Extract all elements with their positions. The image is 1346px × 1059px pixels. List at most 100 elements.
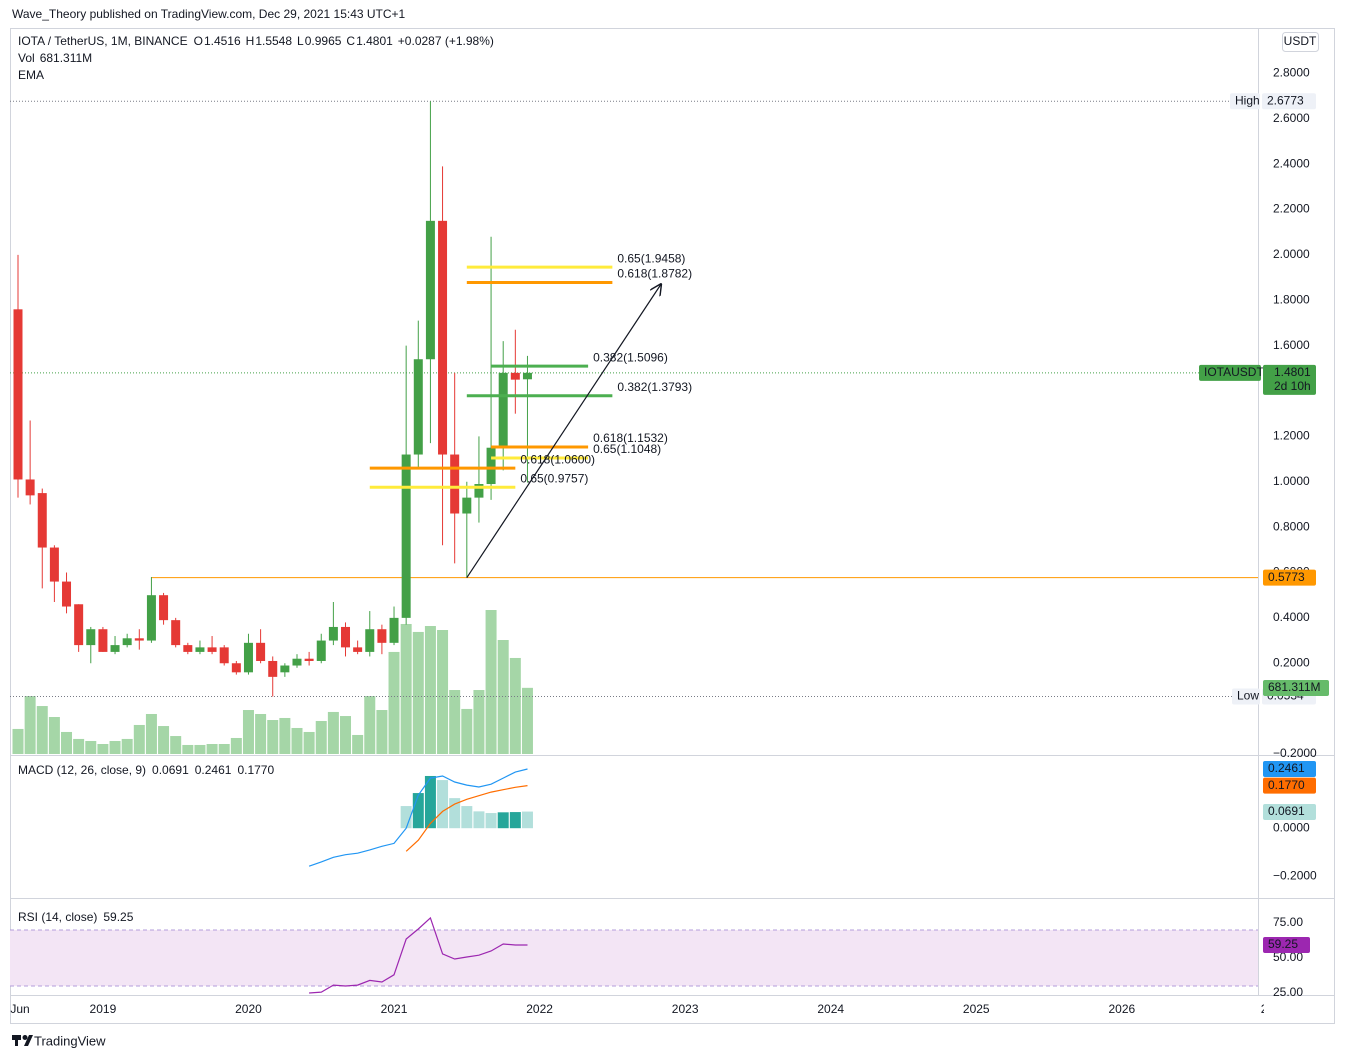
- macd-histogram-bar: [412, 793, 424, 829]
- y-tick-label: 2.6000: [1273, 111, 1310, 125]
- signal-line: [405, 785, 528, 852]
- volume-bar: [449, 690, 461, 754]
- volume-bar: [242, 710, 254, 754]
- candle-body: [122, 638, 132, 646]
- x-tick-label: 2025: [963, 1002, 990, 1016]
- x-tick-label: 2023: [672, 1002, 699, 1016]
- macd-tick-label: −0.2000: [1273, 869, 1317, 883]
- rsi-line: [309, 916, 528, 994]
- ohlc-key: L: [297, 34, 304, 48]
- volume-bar: [61, 731, 73, 754]
- volume-tag-text: 681.311M: [1268, 680, 1320, 694]
- volume-bar: [364, 696, 376, 754]
- ohlc-value: 1.4801: [356, 34, 393, 48]
- macd-tick-label: 0.0000: [1273, 820, 1310, 834]
- change: +0.0287 (+1.98%): [398, 34, 494, 48]
- y-tick-label: 1.0000: [1273, 474, 1310, 488]
- volume-bar: [497, 640, 509, 754]
- volume-bar: [303, 731, 315, 754]
- y-tick-label: 2.4000: [1273, 156, 1310, 170]
- footer-brand: TradingView: [34, 1033, 106, 1048]
- ohlc-value: 1.5548: [255, 34, 292, 48]
- candle-body: [37, 493, 47, 548]
- volume-bar: [352, 734, 364, 754]
- macd-histogram-bar: [497, 812, 509, 829]
- candle-body: [159, 595, 169, 621]
- volume-bar: [267, 720, 279, 754]
- macd-histogram-bar: [400, 806, 412, 829]
- volume-bar: [473, 690, 485, 754]
- macd-histogram-bar: [461, 806, 473, 829]
- candle-body: [110, 645, 120, 652]
- rsi-tag-text: 59.25: [1268, 937, 1298, 951]
- volume-bar: [145, 713, 157, 754]
- high-tag: High: [1230, 93, 1260, 110]
- y-tick-label: 2.0000: [1273, 247, 1310, 261]
- signal-tag: 0.1770: [1263, 777, 1316, 794]
- fib-label: 0.618(1.8782): [617, 267, 692, 281]
- time-axis: Jun 2019 2020 2021 2022 2023 2024 2025 2026 20: [10, 1002, 1264, 1016]
- macd-histogram-bar: [449, 798, 461, 829]
- volume-bar: [97, 743, 109, 754]
- candle-body: [474, 484, 484, 498]
- candle-body: [146, 595, 156, 641]
- candle-body: [462, 497, 472, 514]
- macd-legend-macd: 0.2461: [195, 763, 232, 777]
- x-tick-label: 2026: [1108, 1002, 1135, 1016]
- volume-bar: [388, 651, 400, 754]
- candle-body: [328, 626, 338, 641]
- y-tick-label: 0.4000: [1273, 610, 1310, 624]
- rsi-tag-bg: [1263, 937, 1310, 954]
- volume-name: Vol: [18, 51, 35, 65]
- candle-body: [498, 372, 508, 448]
- legend: IOTA / TetherUS, 1M, BINANCE O 1.4516 H 1.55…: [18, 34, 494, 82]
- volume-bar: [85, 740, 97, 754]
- rsi-tick-label: 50.00: [1273, 950, 1303, 964]
- volume-bar: [279, 717, 291, 754]
- candle-body: [183, 645, 193, 652]
- ohlc-value: 1.4516: [204, 34, 241, 48]
- candle-body: [365, 629, 375, 652]
- candle-body: [280, 665, 290, 673]
- volume-bar: [315, 720, 327, 754]
- candle-body: [510, 372, 520, 380]
- volume-bar: [412, 631, 424, 754]
- low-tag: Low: [1232, 688, 1260, 705]
- candle-body: [353, 647, 363, 652]
- x-tick-label: 2020: [235, 1002, 262, 1016]
- macd-title: MACD (12, 26, close, 9): [18, 763, 146, 777]
- fib-label: 0.382(1.5096): [593, 350, 668, 364]
- volume-tag: 681.311M: [1263, 680, 1329, 696]
- volume-bar: [12, 728, 24, 754]
- volume-bar: [230, 737, 242, 754]
- volume-bar: [170, 736, 182, 754]
- candle-body: [98, 629, 108, 652]
- fib-label: 0.65(1.9458): [617, 251, 685, 265]
- fib-label: 0.65(1.1048): [593, 442, 661, 456]
- volume-bar: [376, 710, 388, 754]
- volume-bar: [109, 740, 121, 754]
- currency[interactable]: USDT: [1284, 34, 1317, 48]
- volume-bar: [24, 696, 36, 754]
- macd-tag-text: 0.2461: [1268, 761, 1305, 775]
- rsi-tick-label: 75.00: [1273, 915, 1303, 929]
- support-tag-bg: [1263, 569, 1316, 586]
- volume-bar: [340, 716, 352, 754]
- volume-bar: [206, 743, 218, 754]
- high-value-tag-bg: [1262, 93, 1316, 110]
- candle-body: [195, 647, 205, 652]
- y-tick-label: 1.2000: [1273, 429, 1310, 443]
- volume-bar: [327, 711, 339, 754]
- volume-bar: [291, 727, 303, 754]
- volume-bar: [400, 623, 412, 754]
- x-tick-label: Jun: [10, 1002, 29, 1016]
- ohlc-key: H: [246, 34, 255, 48]
- tradingview-logo: [12, 1035, 33, 1046]
- fib-label: 0.618(1.0600): [520, 452, 595, 466]
- symbol-tag-text: IOTAUSDT: [1204, 365, 1264, 379]
- volume-bar: [36, 706, 48, 754]
- candle-body: [304, 658, 314, 661]
- currency-button[interactable]: [1282, 32, 1319, 52]
- y-tick-label: 0.8000: [1273, 519, 1310, 533]
